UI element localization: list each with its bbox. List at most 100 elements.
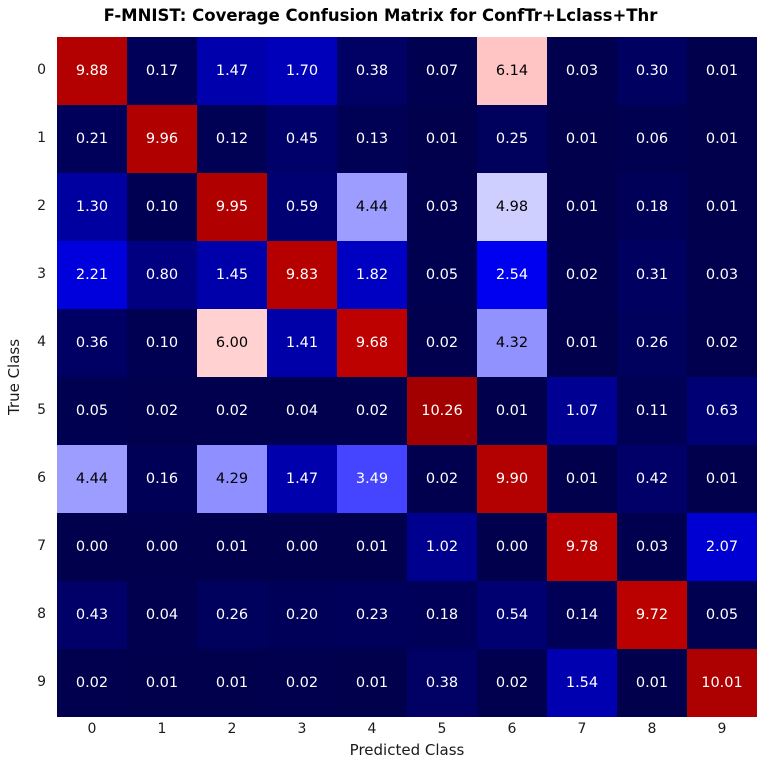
x-tick-1: 1 [157,721,167,737]
y-tick-3: 3 [37,266,46,282]
matrix-cell-r7c3: 0.00 [267,513,337,581]
matrix-cell-r3c9: 0.03 [687,241,757,309]
matrix-cell-r1c2: 0.12 [197,105,267,173]
matrix-cell-r2c7: 0.01 [547,173,617,241]
matrix-cell-r3c2: 1.45 [197,241,267,309]
matrix-cell-r1c4: 0.13 [337,105,407,173]
matrix-cell-r2c0: 1.30 [57,173,127,241]
matrix-cell-r3c6: 2.54 [477,241,547,309]
matrix-cell-r6c1: 0.16 [127,445,197,513]
matrix-cell-r5c0: 0.05 [57,377,127,445]
matrix-cell-r0c8: 0.30 [617,37,687,105]
matrix-cell-r9c6: 0.02 [477,649,547,717]
matrix-cell-r4c0: 0.36 [57,309,127,377]
x-tick-2: 2 [227,721,237,737]
matrix-cell-r8c8: 9.72 [617,581,687,649]
matrix-cell-r2c9: 0.01 [687,173,757,241]
matrix-cell-r6c7: 0.01 [547,445,617,513]
matrix-cell-r0c3: 1.70 [267,37,337,105]
matrix-cell-r8c4: 0.23 [337,581,407,649]
matrix-cell-r5c5: 10.26 [407,377,477,445]
matrix-cell-r6c9: 0.01 [687,445,757,513]
matrix-cell-r9c3: 0.02 [267,649,337,717]
x-tick-5: 5 [437,721,447,737]
y-tick-1: 1 [37,130,46,146]
matrix-cell-r3c5: 0.05 [407,241,477,309]
matrix-cell-r9c2: 0.01 [197,649,267,717]
matrix-cell-r5c8: 0.11 [617,377,687,445]
matrix-cell-r9c4: 0.01 [337,649,407,717]
x-tick-9: 9 [717,721,727,737]
matrix-cell-r9c8: 0.01 [617,649,687,717]
matrix-cell-r7c9: 2.07 [687,513,757,581]
x-tick-4: 4 [367,721,377,737]
matrix-cell-r2c5: 0.03 [407,173,477,241]
matrix-cell-r1c6: 0.25 [477,105,547,173]
matrix-cell-r0c5: 0.07 [407,37,477,105]
matrix-cell-r1c5: 0.01 [407,105,477,173]
matrix-cell-r6c2: 4.29 [197,445,267,513]
matrix-cell-r8c5: 0.18 [407,581,477,649]
matrix-cell-r7c0: 0.00 [57,513,127,581]
matrix-cell-r4c3: 1.41 [267,309,337,377]
matrix-cell-r0c4: 0.38 [337,37,407,105]
matrix-cell-r2c2: 9.95 [197,173,267,241]
matrix-cell-r5c1: 0.02 [127,377,197,445]
matrix-cell-r3c8: 0.31 [617,241,687,309]
matrix-cell-r6c8: 0.42 [617,445,687,513]
matrix-cell-r6c5: 0.02 [407,445,477,513]
matrix-cell-r8c0: 0.43 [57,581,127,649]
matrix-cell-r5c7: 1.07 [547,377,617,445]
matrix-cell-r6c6: 9.90 [477,445,547,513]
matrix-cell-r8c3: 0.20 [267,581,337,649]
matrix-cell-r2c6: 4.98 [477,173,547,241]
matrix-cell-r0c1: 0.17 [127,37,197,105]
matrix-cell-r4c9: 0.02 [687,309,757,377]
matrix-cell-r0c6: 6.14 [477,37,547,105]
y-tick-4: 4 [37,334,46,350]
matrix-cell-r1c9: 0.01 [687,105,757,173]
matrix-cell-r4c1: 0.10 [127,309,197,377]
matrix-cell-r0c7: 0.03 [547,37,617,105]
matrix-cell-r8c1: 0.04 [127,581,197,649]
matrix-cell-r9c1: 0.01 [127,649,197,717]
matrix-cell-r2c3: 0.59 [267,173,337,241]
matrix-cell-r0c9: 0.01 [687,37,757,105]
matrix-cell-r7c8: 0.03 [617,513,687,581]
matrix-cell-r6c0: 4.44 [57,445,127,513]
matrix-cell-r9c5: 0.38 [407,649,477,717]
matrix-cell-r3c3: 9.83 [267,241,337,309]
matrix-cell-r2c4: 4.44 [337,173,407,241]
y-tick-9: 9 [37,674,46,690]
matrix-cell-r2c1: 0.10 [127,173,197,241]
matrix-cell-r3c4: 1.82 [337,241,407,309]
x-tick-0: 0 [87,721,97,737]
matrix-cell-r4c5: 0.02 [407,309,477,377]
matrix-cell-r1c3: 0.45 [267,105,337,173]
matrix-cell-r8c9: 0.05 [687,581,757,649]
matrix-cell-r3c1: 0.80 [127,241,197,309]
matrix-cell-r7c5: 1.02 [407,513,477,581]
x-axis-label: Predicted Class [349,741,465,759]
matrix-cell-r9c0: 0.02 [57,649,127,717]
matrix-cell-r0c2: 1.47 [197,37,267,105]
matrix-cell-r4c7: 0.01 [547,309,617,377]
matrix-cell-r7c1: 0.00 [127,513,197,581]
x-tick-8: 8 [647,721,657,737]
y-tick-2: 2 [37,198,46,214]
x-tick-6: 6 [507,721,517,737]
matrix-cell-r5c4: 0.02 [337,377,407,445]
matrix-cell-r0c0: 9.88 [57,37,127,105]
matrix-cell-r1c1: 9.96 [127,105,197,173]
matrix-cell-r4c8: 0.26 [617,309,687,377]
matrix-cell-r9c7: 1.54 [547,649,617,717]
matrix-cell-r5c6: 0.01 [477,377,547,445]
y-tick-7: 7 [37,538,46,554]
matrix-cell-r7c7: 9.78 [547,513,617,581]
matrix-cell-r7c4: 0.01 [337,513,407,581]
matrix-cell-r5c3: 0.04 [267,377,337,445]
matrix-cell-r2c8: 0.18 [617,173,687,241]
matrix-cell-r7c6: 0.00 [477,513,547,581]
matrix-cell-r5c2: 0.02 [197,377,267,445]
